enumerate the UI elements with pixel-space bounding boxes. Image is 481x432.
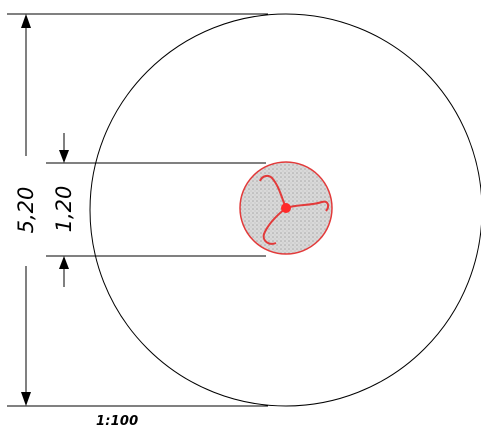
tree-center [281, 203, 291, 213]
inner-dimension-value: 1,20 [52, 186, 76, 233]
outer-dimension-value: 5,20 [14, 187, 38, 234]
scale-label: 1:100 [96, 414, 139, 429]
inner-dimension-arrows [59, 133, 69, 287]
tree-symbol [239, 161, 333, 255]
outer-circle [89, 13, 481, 407]
arrow-up-icon [59, 256, 69, 269]
arrow-down-icon [21, 392, 31, 406]
outer-dimension-line [21, 14, 31, 406]
arrow-down-icon [59, 150, 69, 163]
arrow-up-icon [21, 14, 31, 28]
